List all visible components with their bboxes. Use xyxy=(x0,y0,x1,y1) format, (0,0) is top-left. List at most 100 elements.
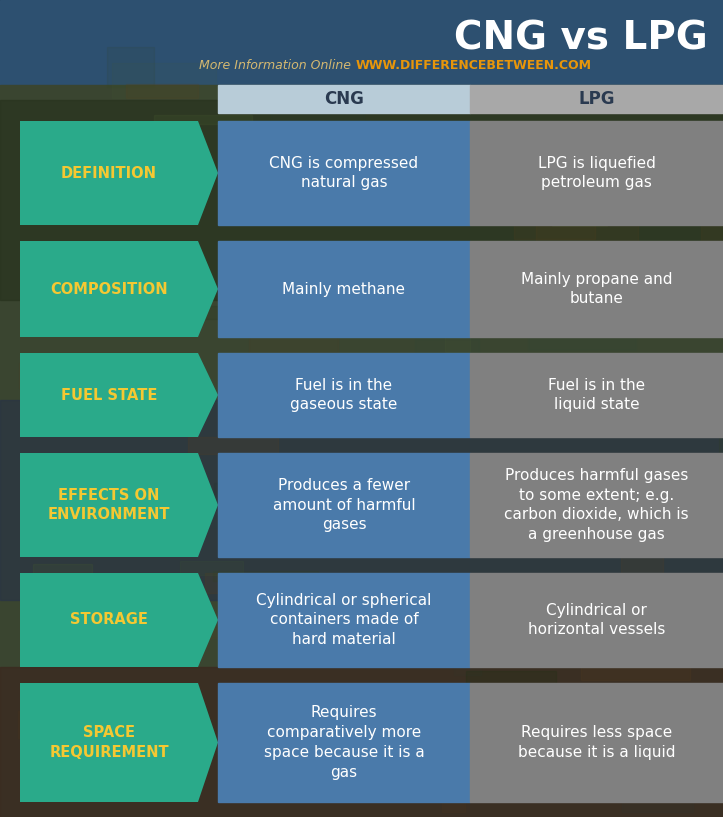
Bar xyxy=(650,364,670,373)
Bar xyxy=(552,205,607,226)
Bar xyxy=(189,437,278,454)
Text: Requires
comparatively more
space because it is a
gas: Requires comparatively more space becaus… xyxy=(264,705,424,779)
Bar xyxy=(180,561,243,575)
Bar xyxy=(59,513,103,547)
Bar xyxy=(544,509,573,542)
Bar xyxy=(288,486,382,500)
Polygon shape xyxy=(20,121,218,225)
Bar xyxy=(536,225,638,256)
Text: Mainly propane and
butane: Mainly propane and butane xyxy=(521,271,672,306)
Bar xyxy=(442,788,465,812)
Bar xyxy=(194,626,231,638)
Polygon shape xyxy=(20,683,218,802)
Bar xyxy=(141,283,189,288)
Bar xyxy=(213,571,318,581)
Text: Cylindrical or
horizontal vessels: Cylindrical or horizontal vessels xyxy=(528,603,665,637)
Text: Cylindrical or spherical
containers made of
hard material: Cylindrical or spherical containers made… xyxy=(257,592,432,647)
Bar xyxy=(352,136,415,154)
Bar xyxy=(470,353,723,437)
Bar xyxy=(215,484,260,510)
Bar xyxy=(470,683,723,802)
Bar xyxy=(278,183,330,194)
Text: Mainly methane: Mainly methane xyxy=(283,282,406,297)
Bar xyxy=(714,247,723,252)
Bar xyxy=(671,465,723,503)
Bar xyxy=(470,453,723,557)
Polygon shape xyxy=(20,453,218,557)
Text: DEFINITION: DEFINITION xyxy=(61,166,157,181)
Bar xyxy=(466,671,555,690)
Bar xyxy=(470,85,723,113)
Bar xyxy=(461,262,578,285)
Bar xyxy=(704,620,723,646)
Bar xyxy=(93,196,195,223)
Bar xyxy=(18,711,41,738)
Bar xyxy=(362,395,450,422)
Bar xyxy=(127,84,198,98)
Bar xyxy=(205,573,274,593)
Bar xyxy=(365,176,417,212)
Bar xyxy=(716,483,723,515)
Text: Produces harmful gases
to some extent; e.g.
carbon dioxide, which is
a greenhous: Produces harmful gases to some extent; e… xyxy=(504,468,689,542)
Bar xyxy=(470,121,723,225)
Bar xyxy=(257,126,305,154)
Bar xyxy=(698,357,723,373)
Bar xyxy=(154,115,252,124)
Bar xyxy=(263,92,379,105)
Text: STORAGE: STORAGE xyxy=(70,613,148,627)
Bar xyxy=(33,757,139,788)
Bar xyxy=(623,792,693,812)
Bar xyxy=(470,573,723,667)
Bar xyxy=(244,517,274,542)
Bar xyxy=(0,100,723,300)
Bar xyxy=(218,573,470,667)
Bar xyxy=(72,471,126,481)
Bar xyxy=(0,0,723,85)
Text: LPG is liquefied
petroleum gas: LPG is liquefied petroleum gas xyxy=(538,155,656,190)
Bar xyxy=(420,172,529,185)
Text: Requires less space
because it is a liquid: Requires less space because it is a liqu… xyxy=(518,725,675,760)
Bar xyxy=(701,196,723,208)
Bar xyxy=(20,363,133,388)
Bar xyxy=(33,565,92,579)
Bar xyxy=(414,339,479,355)
Bar xyxy=(132,252,194,264)
Text: SPACE
REQUIREMENT: SPACE REQUIREMENT xyxy=(49,725,168,760)
Bar xyxy=(218,353,470,437)
Text: Produces a fewer
amount of harmful
gases: Produces a fewer amount of harmful gases xyxy=(273,478,415,533)
Bar xyxy=(701,278,723,314)
Bar xyxy=(681,400,723,404)
Bar xyxy=(445,334,470,352)
Bar xyxy=(502,157,585,172)
Text: EFFECTS ON
ENVIRONMENT: EFFECTS ON ENVIRONMENT xyxy=(48,488,170,522)
Bar xyxy=(477,581,593,612)
Bar xyxy=(218,453,470,557)
Bar xyxy=(218,241,470,337)
Polygon shape xyxy=(20,241,218,337)
Text: More Information Online: More Information Online xyxy=(199,59,351,72)
Bar xyxy=(302,89,377,109)
Bar xyxy=(0,85,723,817)
Text: WWW.DIFFERENCEBETWEEN.COM: WWW.DIFFERENCEBETWEEN.COM xyxy=(356,59,592,72)
Bar xyxy=(701,213,723,250)
Bar xyxy=(494,730,546,765)
Bar xyxy=(218,85,470,113)
Bar xyxy=(318,721,388,728)
Text: COMPOSITION: COMPOSITION xyxy=(50,282,168,297)
Bar xyxy=(403,156,442,171)
Bar xyxy=(550,384,647,406)
Bar xyxy=(698,471,723,482)
Bar xyxy=(693,158,723,197)
Bar xyxy=(619,486,723,521)
Bar xyxy=(218,683,470,802)
Bar xyxy=(173,306,267,319)
Bar xyxy=(0,400,723,600)
Bar xyxy=(458,391,487,425)
Text: Fuel is in the
gaseous state: Fuel is in the gaseous state xyxy=(291,377,398,413)
Bar xyxy=(112,63,216,98)
Bar xyxy=(470,241,723,337)
Bar xyxy=(497,754,609,775)
Bar xyxy=(249,329,338,353)
Bar xyxy=(476,383,505,401)
Bar xyxy=(454,656,481,675)
